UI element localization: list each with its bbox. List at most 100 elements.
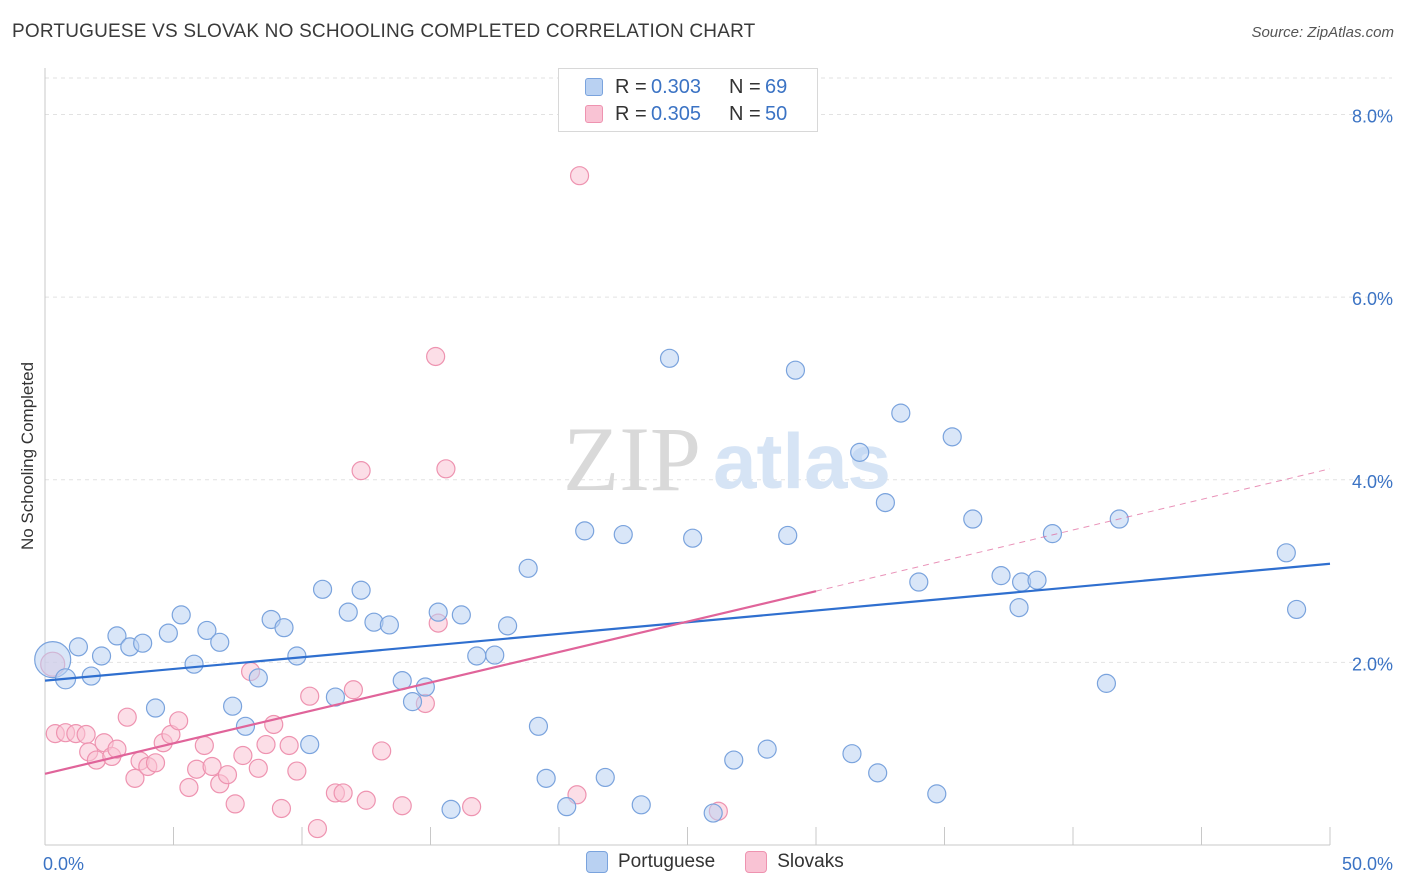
portuguese-swatch (585, 78, 603, 96)
portuguese-point (683, 528, 703, 548)
portuguese-point (891, 403, 911, 423)
portuguese-legend-swatch (586, 851, 608, 873)
portuguese-point (659, 348, 680, 368)
portuguese-point (441, 799, 461, 819)
portuguese-point (1042, 524, 1063, 544)
slovaks-point (426, 346, 446, 367)
portuguese-point (963, 509, 983, 529)
portuguese-r-value: 0.303 (651, 75, 702, 98)
portuguese-n-value: 69 (765, 75, 788, 98)
r-label: R = (615, 75, 647, 98)
slovaks-legend-label: Slovaks (777, 851, 844, 872)
slovaks-point (351, 461, 371, 481)
grid-lines (45, 77, 1392, 663)
portuguese-point (91, 646, 112, 666)
portuguese-point (467, 646, 487, 666)
slovaks-point (392, 796, 412, 816)
slovaks-n-value: 50 (765, 102, 788, 125)
portuguese-point (1009, 597, 1029, 618)
slovaks-point (307, 818, 328, 839)
slovaks-point (217, 765, 238, 785)
portuguese-point (557, 797, 577, 817)
portuguese-point (1027, 570, 1047, 590)
slovaks-swatch (585, 105, 603, 123)
watermark-atlas: atlas (713, 417, 891, 505)
slovaks-point (233, 745, 253, 766)
portuguese-point (428, 602, 448, 622)
slovaks-point (569, 166, 590, 186)
portuguese-point (287, 646, 307, 666)
slovaks-point (125, 768, 145, 788)
tick-labels: 2.0% 4.0% 6.0% 8.0% 0.0% 50.0% (43, 107, 1393, 874)
portuguese-point (34, 641, 72, 679)
watermark-zip: ZIP (563, 408, 701, 510)
portuguese-point (415, 677, 435, 697)
slovaks-point (271, 798, 292, 819)
portuguese-point (575, 521, 595, 541)
portuguese-point (942, 427, 962, 447)
watermark: ZIP atlas (563, 408, 891, 510)
y-axis-label: No Schooling Completed (18, 361, 37, 551)
portuguese-legend-label: Portuguese (618, 851, 716, 872)
slovaks-point (333, 783, 353, 803)
portuguese-point (451, 605, 471, 625)
portuguese-point (1276, 543, 1296, 563)
portuguese-point (613, 524, 633, 545)
portuguese-point (757, 739, 777, 759)
legend-row-slovaks: R = 0.305 N = 50 (585, 102, 787, 126)
portuguese-point (631, 795, 651, 815)
portuguese-point (785, 360, 806, 380)
portuguese-point (927, 784, 947, 804)
slovaks-point (462, 797, 482, 817)
y-tick-label: 6.0% (1352, 289, 1393, 309)
slovaks-point (194, 735, 214, 756)
slovaks-point (372, 741, 392, 761)
legend-item-portuguese[interactable]: Portuguese (586, 851, 715, 873)
y-tick-label: 4.0% (1352, 472, 1393, 492)
portuguese-point (248, 668, 268, 688)
r-label: R = (615, 102, 647, 125)
slovaks-point (107, 739, 127, 759)
slovaks-point (287, 761, 307, 781)
legend-row-portuguese: R = 0.303 N = 69 (585, 75, 787, 99)
portuguese-point (850, 442, 870, 462)
x-tick-label: 50.0% (1342, 854, 1393, 874)
slovaks-point (356, 790, 376, 810)
portuguese-point (724, 750, 744, 770)
slovaks-r-value: 0.305 (651, 102, 702, 125)
trend-lines (44, 468, 1331, 775)
y-tick-label: 2.0% (1352, 654, 1393, 674)
n-label: N = (729, 75, 761, 98)
portuguese-point (991, 566, 1011, 586)
slovaks-point (76, 724, 96, 745)
legend-series: Portuguese Slovaks (586, 851, 874, 873)
portuguese-point (338, 602, 358, 622)
slovaks-point (225, 794, 245, 814)
axes (44, 68, 1331, 846)
portuguese-point (875, 492, 895, 513)
portuguese-points (34, 348, 1307, 823)
portuguese-point (1096, 673, 1117, 693)
legend-stats: R = 0.303 N = 69 R = 0.305 N = 50 (558, 68, 818, 132)
slovaks-point (179, 777, 199, 798)
legend-item-slovaks[interactable]: Slovaks (745, 851, 844, 873)
slovaks-point (248, 758, 268, 778)
portuguese-point (379, 615, 399, 635)
source-label: Source: ZipAtlas.com (1251, 24, 1394, 41)
y-tick-label: 8.0% (1352, 107, 1393, 127)
portuguese-point (909, 572, 929, 592)
x-tick-label: 0.0% (43, 854, 84, 874)
portuguese-point (528, 716, 549, 736)
portuguese-point (171, 605, 191, 625)
n-label: N = (729, 102, 761, 125)
slovaks-point (436, 459, 456, 479)
portuguese-point (1286, 599, 1307, 620)
portuguese-point (703, 803, 723, 823)
portuguese-point (68, 637, 89, 657)
portuguese-point (595, 767, 615, 788)
slovaks-point (145, 753, 166, 773)
portuguese-point (184, 654, 204, 674)
portuguese-point (868, 763, 888, 783)
portuguese-point (300, 734, 320, 755)
